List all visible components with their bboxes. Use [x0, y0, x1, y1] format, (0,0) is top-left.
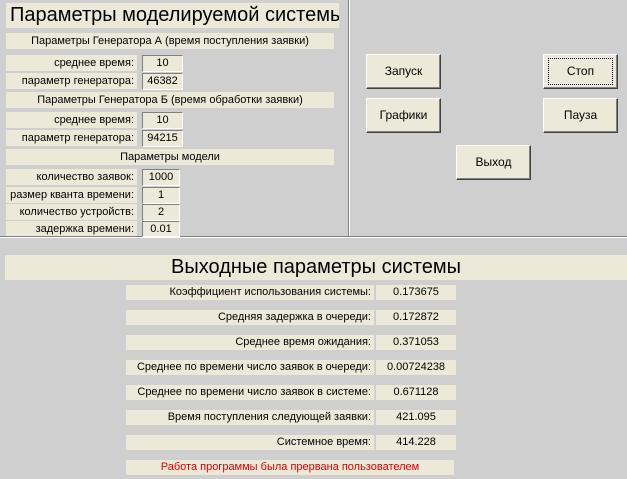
charts-label: Графики	[379, 108, 428, 122]
output-label: Время поступления следующей заявки:	[126, 410, 374, 425]
start-button[interactable]: Запуск	[366, 54, 441, 89]
vertical-divider	[348, 0, 350, 237]
gen-b-mean-label: среднее время:	[6, 112, 137, 128]
pause-label: Пауза	[563, 108, 598, 122]
model-delay-label: задержка времени:	[6, 221, 137, 236]
output-value: 0.371053	[376, 335, 456, 350]
output-value: 414.228	[376, 435, 456, 450]
output-label: Среднее по времени число заявок в очеред…	[126, 360, 374, 375]
stop-label: Стоп	[548, 58, 613, 85]
output-value: 421.095	[376, 410, 456, 425]
status-message: Работа программы была прервана пользоват…	[126, 460, 454, 475]
output-value: 0.00724238	[376, 360, 456, 375]
gen-b-mean-input[interactable]: 10	[142, 112, 183, 129]
output-label: Среднее по времени число заявок в систем…	[126, 385, 374, 400]
output-value: 0.172872	[376, 310, 456, 325]
gen-a-mean-label: среднее время:	[6, 55, 137, 71]
model-requests-label: количество заявок:	[6, 169, 137, 185]
model-devices-input[interactable]: 2	[142, 204, 180, 221]
pause-button[interactable]: Пауза	[543, 98, 618, 133]
model-quantum-input[interactable]: 1	[142, 187, 180, 204]
gen-b-title: Параметры Генератора Б (время обработки …	[6, 92, 334, 108]
output-title: Выходные параметры системы	[5, 255, 627, 280]
output-label: Среднее время ожидания:	[126, 335, 374, 350]
output-label: Средняя задержка в очереди:	[126, 310, 374, 325]
gen-a-title: Параметры Генератора А (время поступлени…	[6, 33, 334, 49]
output-label: Системное время:	[126, 435, 374, 450]
gen-a-param-input[interactable]: 46382	[142, 73, 183, 90]
model-delay-input[interactable]: 0.01	[142, 221, 180, 237]
stop-button[interactable]: Стоп	[543, 54, 618, 89]
gen-b-param-label: параметр генератора:	[6, 130, 137, 146]
gen-b-param-input[interactable]: 94215	[142, 130, 183, 147]
input-title: Параметры моделируемой системы	[6, 3, 339, 28]
gen-a-mean-input[interactable]: 10	[142, 55, 183, 72]
horizontal-divider	[0, 236, 627, 238]
exit-button[interactable]: Выход	[456, 145, 531, 180]
model-devices-label: количество устройств:	[6, 204, 137, 220]
model-requests-input[interactable]: 1000	[142, 169, 180, 186]
output-value: 0.671128	[376, 385, 456, 400]
charts-button[interactable]: Графики	[366, 98, 441, 133]
gen-a-param-label: параметр генератора:	[6, 73, 137, 89]
model-quantum-label: размер кванта времени:	[6, 187, 137, 203]
exit-label: Выход	[475, 155, 512, 169]
output-label: Коэффициент использования системы:	[126, 285, 374, 300]
output-value: 0.173675	[376, 285, 456, 300]
start-label: Запуск	[384, 64, 423, 78]
model-title: Параметры модели	[6, 149, 334, 165]
